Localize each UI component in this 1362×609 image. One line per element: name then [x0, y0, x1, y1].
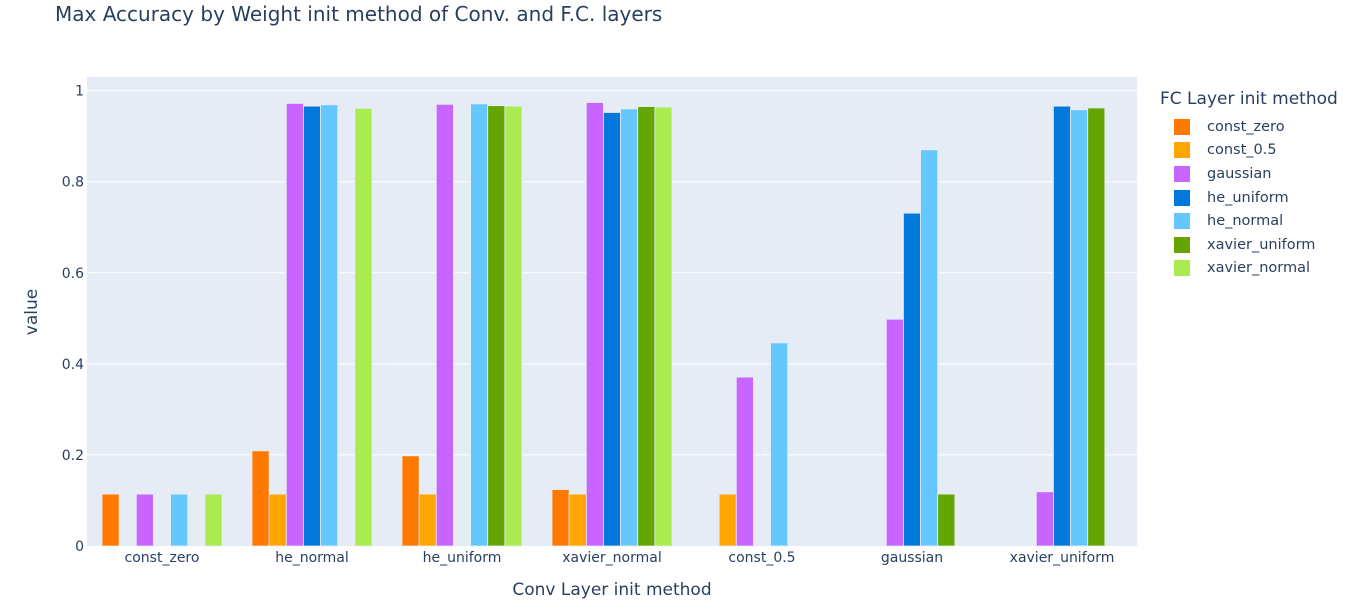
bar-xavier_normal-he_normal[interactable] — [354, 108, 373, 547]
legend-title: FC Layer init method — [1160, 89, 1338, 109]
chart-title: Max Accuracy by Weight init method of Co… — [55, 2, 663, 26]
bar-he_normal-const_0.5[interactable] — [770, 342, 789, 547]
legend-swatch — [1174, 236, 1190, 253]
bar-const_0.5-he_normal[interactable] — [268, 493, 287, 547]
bar-xavier_normal-const_zero[interactable] — [204, 493, 223, 547]
bar-he_uniform-xavier_normal[interactable] — [603, 112, 621, 547]
bar-const_zero-xavier_normal[interactable] — [551, 489, 570, 547]
legend-label: gaussian — [1207, 165, 1272, 182]
y-tick-label: 0.2 — [62, 448, 84, 464]
bar-const_zero-he_uniform[interactable] — [401, 455, 420, 547]
y-tick-label: 1 — [75, 84, 84, 100]
legend-item-he_uniform[interactable]: he_uniform — [1174, 186, 1338, 210]
bar-xavier_normal-xavier_normal[interactable] — [654, 106, 673, 547]
legend-swatch — [1174, 189, 1190, 206]
x-tick-label: const_0.5 — [728, 550, 795, 566]
bar-xavier_uniform-xavier_normal[interactable] — [637, 106, 656, 547]
bars — [101, 102, 1106, 547]
legend-item-gaussian[interactable]: gaussian — [1174, 162, 1338, 186]
bar-xavier_uniform-xavier_uniform[interactable] — [1087, 107, 1106, 547]
legend-items: const_zero const_0.5 gaussian he_uniform he_… — [1160, 115, 1338, 280]
bar-const_0.5-xavier_normal[interactable] — [568, 493, 587, 547]
y-tick-label: 0.8 — [62, 175, 84, 191]
legend-item-he_normal[interactable]: he_normal — [1174, 209, 1338, 233]
bar-he_uniform-xavier_uniform[interactable] — [1053, 105, 1071, 547]
legend-item-xavier_normal[interactable]: xavier_normal — [1174, 257, 1338, 281]
x-tick-label: const_zero — [125, 550, 200, 566]
bar-xavier_uniform-he_uniform[interactable] — [487, 105, 506, 547]
legend-item-const_zero[interactable]: const_zero — [1174, 115, 1338, 139]
legend-swatch — [1174, 260, 1190, 277]
legend-label: he_uniform — [1207, 189, 1289, 206]
bar-gaussian-gaussian[interactable] — [885, 318, 904, 547]
bar-he_normal-xavier_normal[interactable] — [620, 108, 639, 547]
legend-swatch — [1174, 213, 1190, 230]
bar-gaussian-he_uniform[interactable] — [435, 103, 454, 547]
y-axis-ticks: 0 0.2 0.4 0.6 0.8 1 — [62, 84, 84, 555]
legend-item-xavier_uniform[interactable]: xavier_uniform — [1174, 233, 1338, 257]
bar-gaussian-const_0.5[interactable] — [735, 376, 754, 547]
bar-gaussian-const_zero[interactable] — [135, 493, 154, 547]
legend-swatch — [1174, 118, 1190, 135]
legend-label: he_normal — [1207, 213, 1284, 230]
bar-he_uniform-gaussian[interactable] — [903, 212, 921, 547]
bar-he_normal-gaussian[interactable] — [920, 149, 939, 547]
bar-gaussian-he_normal[interactable] — [285, 103, 304, 547]
bar-const_zero-he_normal[interactable] — [251, 450, 270, 547]
legend-swatch — [1174, 142, 1190, 159]
bar-const_zero-const_zero[interactable] — [101, 493, 120, 547]
legend-swatch — [1174, 165, 1190, 182]
bar-he_normal-xavier_uniform[interactable] — [1070, 109, 1089, 547]
bar-he_normal-const_zero[interactable] — [170, 493, 189, 547]
legend-label: const_0.5 — [1207, 142, 1277, 159]
x-tick-label: gaussian — [881, 550, 943, 566]
y-tick-label: 0.6 — [62, 266, 84, 282]
legend-label: const_zero — [1207, 118, 1285, 135]
x-tick-label: he_uniform — [423, 550, 502, 566]
bar-const_0.5-he_uniform[interactable] — [418, 493, 437, 547]
y-axis-title: value — [22, 289, 42, 335]
bar-he_normal-he_normal[interactable] — [320, 104, 339, 547]
bar-gaussian-xavier_normal[interactable] — [585, 102, 604, 547]
x-axis-title: Conv Layer init method — [512, 580, 711, 600]
legend: FC Layer init method const_zero const_0.5… — [1160, 89, 1338, 280]
x-tick-label: he_normal — [275, 550, 349, 566]
bar-xavier_normal-he_uniform[interactable] — [504, 105, 523, 547]
y-tick-label: 0.4 — [62, 357, 84, 373]
legend-label: xavier_uniform — [1207, 236, 1316, 253]
bar-const_0.5-const_0.5[interactable] — [718, 493, 737, 547]
y-tick-label: 0 — [75, 539, 84, 555]
bar-he_uniform-he_normal[interactable] — [303, 105, 321, 547]
bar-xavier_uniform-gaussian[interactable] — [937, 493, 956, 547]
x-tick-label: xavier_uniform — [1010, 550, 1115, 566]
bar-he_normal-he_uniform[interactable] — [470, 103, 489, 547]
x-axis-ticks: const_zero he_normal he_uniform xavier_norm… — [125, 550, 1115, 566]
x-tick-label: xavier_normal — [562, 550, 661, 566]
bar-gaussian-xavier_uniform[interactable] — [1035, 491, 1054, 547]
legend-label: xavier_normal — [1207, 260, 1311, 277]
legend-item-const_0.5[interactable]: const_0.5 — [1174, 139, 1338, 163]
